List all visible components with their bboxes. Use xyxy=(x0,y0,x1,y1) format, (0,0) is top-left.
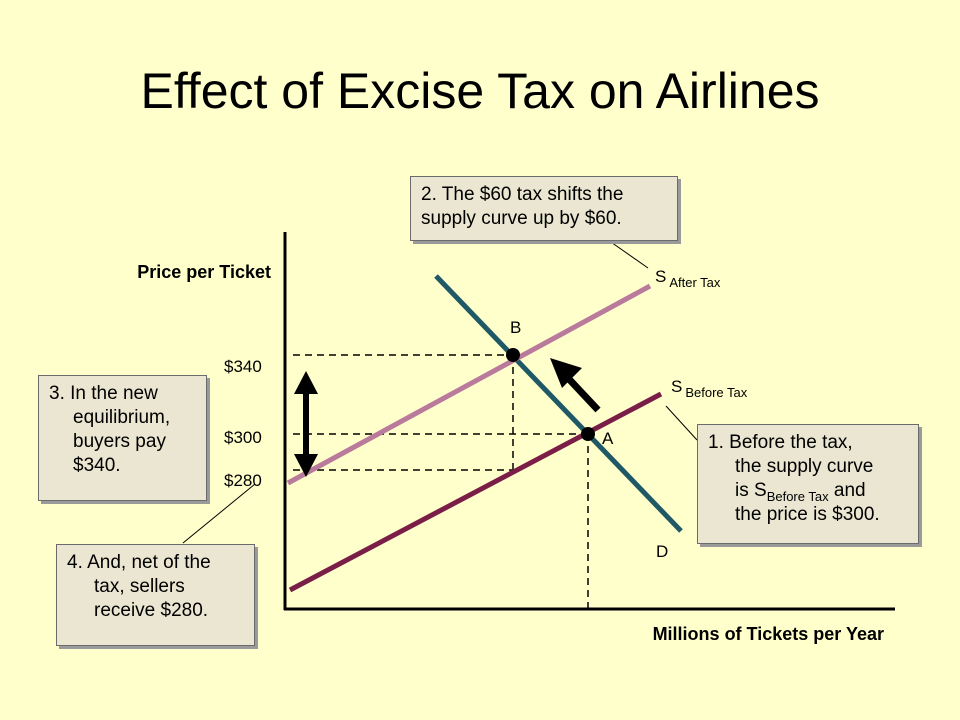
slide-title: Effect of Excise Tax on Airlines xyxy=(140,63,820,119)
x-axis-label: Millions of Tickets per Year xyxy=(653,624,884,644)
note1-line3: is SBefore Tax and xyxy=(735,480,866,504)
note3-line4: $340. xyxy=(73,455,121,476)
guide-lines xyxy=(293,354,589,609)
tick-label-280: $280 xyxy=(224,471,262,490)
note3-line1: 3. In the new xyxy=(49,383,158,404)
note3-line3: buyers pay xyxy=(73,431,166,452)
demand-label: D xyxy=(656,542,668,561)
note2-line2: supply curve up by $60. xyxy=(421,208,622,229)
note4-line1: 4. And, net of the xyxy=(67,552,211,573)
note-tax-shift: 2. The $60 tax shifts the supply curve u… xyxy=(410,176,678,241)
note4-leader xyxy=(182,483,256,544)
tick-label-340: $340 xyxy=(224,357,262,376)
note4-number: 4. xyxy=(67,552,83,573)
tax-wedge-arrow xyxy=(294,371,318,477)
supply-after-tax-label: S After Tax xyxy=(655,267,721,290)
note2-line1: 2. The $60 tax shifts the xyxy=(421,184,624,205)
note-buyers-pay: 3. In the new equilibrium, buyers pay $3… xyxy=(38,375,207,501)
demand-curve xyxy=(434,274,683,533)
note4-line2: tax, sellers xyxy=(94,576,185,597)
note2-leader xyxy=(607,239,649,269)
note3-line2: equilibrium, xyxy=(73,407,171,428)
note1-number: 1. xyxy=(708,432,724,453)
point-b-marker xyxy=(506,348,520,362)
note1-leader xyxy=(665,405,698,441)
note-sellers-receive: 4. And, net of the tax, sellers receive … xyxy=(56,544,255,646)
supply-before-tax-curve xyxy=(288,391,663,593)
note1-line2: the supply curve xyxy=(735,456,874,477)
note-before-tax: 1. Before the tax, the supply curve is S… xyxy=(697,424,919,544)
shift-arrow xyxy=(550,358,601,413)
supply-after-tax-curve xyxy=(286,283,652,486)
point-a-marker xyxy=(581,427,595,441)
y-axis-label: Price per Ticket xyxy=(137,262,271,282)
note1-line4: the price is $300. xyxy=(735,504,880,525)
point-a-label: A xyxy=(602,429,614,448)
note1-line1: 1. Before the tax, xyxy=(708,432,853,453)
point-b-label: B xyxy=(510,318,521,337)
note4-line3: receive $280. xyxy=(94,600,209,621)
supply-before-tax-label: S Before Tax xyxy=(671,377,748,400)
tick-label-300: $300 xyxy=(224,428,262,447)
